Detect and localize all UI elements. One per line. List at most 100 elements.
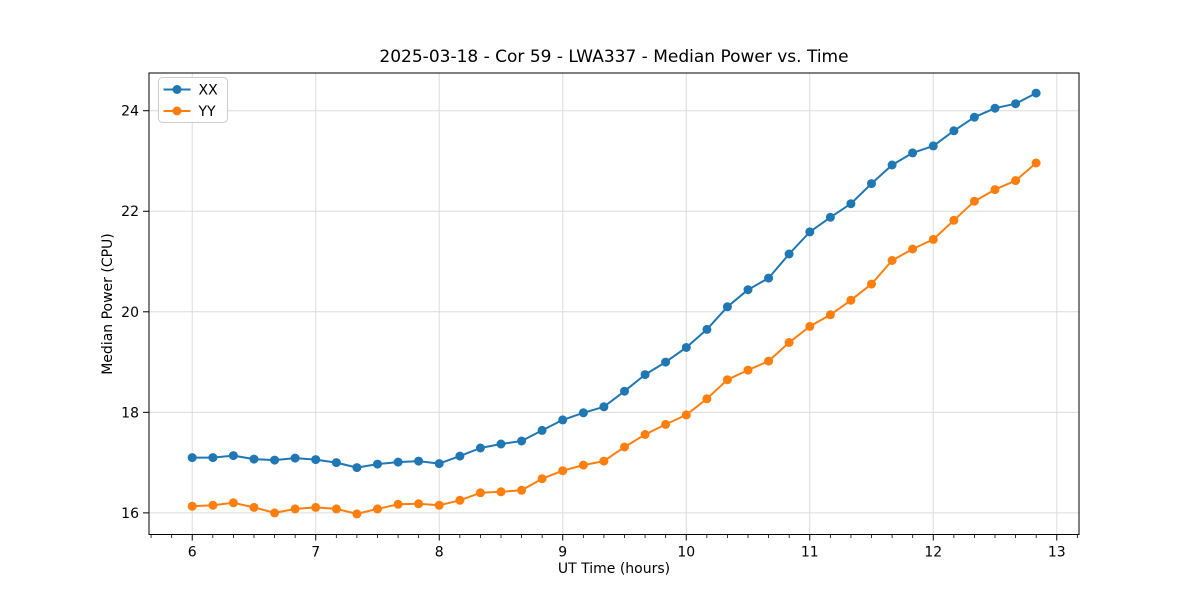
data-point-xx: [475, 443, 485, 453]
data-point-xx: [393, 457, 403, 467]
data-point-yy: [805, 321, 815, 331]
data-point-yy: [867, 279, 876, 289]
data-point-xx: [640, 370, 650, 380]
data-point-yy: [887, 256, 897, 265]
data-point-yy: [455, 495, 465, 505]
data-point-xx: [1031, 88, 1041, 98]
data-point-yy: [846, 295, 856, 305]
data-point-xx: [928, 141, 938, 151]
data-point-yy: [702, 394, 712, 404]
data-point-yy: [290, 504, 300, 514]
data-point-yy: [764, 356, 774, 366]
x-axis-label: UT Time (hours): [557, 561, 671, 577]
data-point-yy: [558, 466, 568, 476]
data-point-xx: [331, 458, 341, 468]
data-point-xx: [599, 402, 609, 412]
data-point-yy: [1011, 176, 1021, 186]
data-point-yy: [537, 474, 547, 484]
x-tick-label: 6: [188, 545, 197, 561]
data-point-yy: [352, 509, 362, 519]
data-point-xx: [208, 453, 218, 463]
legend-label: YY: [198, 104, 217, 120]
x-tick-label: 13: [1048, 545, 1066, 561]
data-point-xx: [764, 273, 774, 283]
data-point-xx: [496, 439, 506, 449]
data-point-xx: [537, 425, 547, 435]
data-point-yy: [414, 499, 424, 509]
data-point-yy: [311, 502, 321, 512]
data-point-yy: [270, 508, 280, 518]
data-point-xx: [558, 415, 568, 425]
data-point-xx: [825, 212, 835, 222]
data-point-yy: [517, 485, 527, 495]
y-tick-label: 18: [121, 405, 139, 421]
data-point-yy: [661, 419, 671, 429]
data-point-xx: [743, 285, 753, 295]
x-tick-label: 7: [311, 545, 320, 561]
data-point-yy: [1031, 158, 1041, 168]
plot-border: [148, 72, 1080, 535]
legend-marker: [172, 106, 182, 116]
data-point-xx: [373, 459, 382, 469]
data-point-yy: [928, 234, 938, 244]
data-point-yy: [187, 501, 197, 511]
data-point-yy: [208, 500, 218, 510]
data-point-yy: [908, 244, 918, 254]
data-point-yy: [743, 365, 753, 375]
data-point-xx: [228, 451, 238, 461]
data-point-yy: [331, 504, 341, 514]
legend-marker: [172, 85, 182, 94]
data-point-yy: [949, 215, 959, 225]
data-point-xx: [187, 453, 197, 463]
data-point-xx: [290, 453, 300, 463]
legend-label: XX: [199, 83, 219, 99]
x-tick-label: 11: [801, 545, 819, 561]
data-point-xx: [846, 199, 856, 209]
data-point-xx: [352, 463, 362, 473]
data-point-yy: [969, 196, 979, 206]
data-point-xx: [702, 324, 712, 334]
data-point-xx: [311, 455, 321, 465]
y-tick-label: 22: [121, 204, 139, 220]
data-point-yy: [393, 499, 403, 509]
x-tick-label: 8: [435, 545, 444, 561]
data-point-yy: [373, 504, 382, 514]
data-point-xx: [784, 249, 794, 259]
data-point-xx: [908, 148, 918, 158]
data-point-yy: [784, 338, 794, 347]
x-tick-label: 9: [558, 545, 567, 561]
data-point-yy: [228, 498, 238, 508]
data-point-yy: [434, 500, 444, 510]
chart-title: 2025-03-18 - Cor 59 - LWA337 - Median Po…: [379, 47, 849, 67]
data-point-xx: [1011, 99, 1021, 109]
data-point-yy: [825, 310, 835, 320]
data-point-yy: [681, 410, 691, 420]
y-tick-label: 16: [121, 506, 139, 522]
data-point-xx: [620, 386, 629, 396]
data-point-yy: [599, 456, 609, 466]
data-point-xx: [969, 112, 979, 122]
data-point-xx: [249, 454, 259, 464]
series-line-xx: [192, 92, 1037, 469]
data-point-xx: [270, 455, 280, 465]
data-point-yy: [249, 502, 259, 512]
data-point-yy: [722, 375, 732, 385]
data-point-xx: [434, 459, 444, 469]
data-point-xx: [887, 160, 897, 170]
data-point-xx: [867, 179, 876, 189]
data-point-yy: [640, 430, 650, 439]
data-point-xx: [661, 357, 671, 367]
data-point-yy: [496, 487, 506, 497]
data-point-xx: [990, 103, 1000, 113]
data-point-xx: [414, 456, 424, 466]
data-point-xx: [578, 408, 588, 418]
y-tick-label: 24: [121, 104, 139, 120]
data-point-xx: [722, 302, 732, 312]
x-tick-label: 10: [677, 545, 695, 561]
data-point-xx: [517, 436, 527, 446]
data-point-xx: [805, 227, 815, 237]
data-point-xx: [949, 126, 959, 136]
data-point-yy: [578, 460, 588, 470]
